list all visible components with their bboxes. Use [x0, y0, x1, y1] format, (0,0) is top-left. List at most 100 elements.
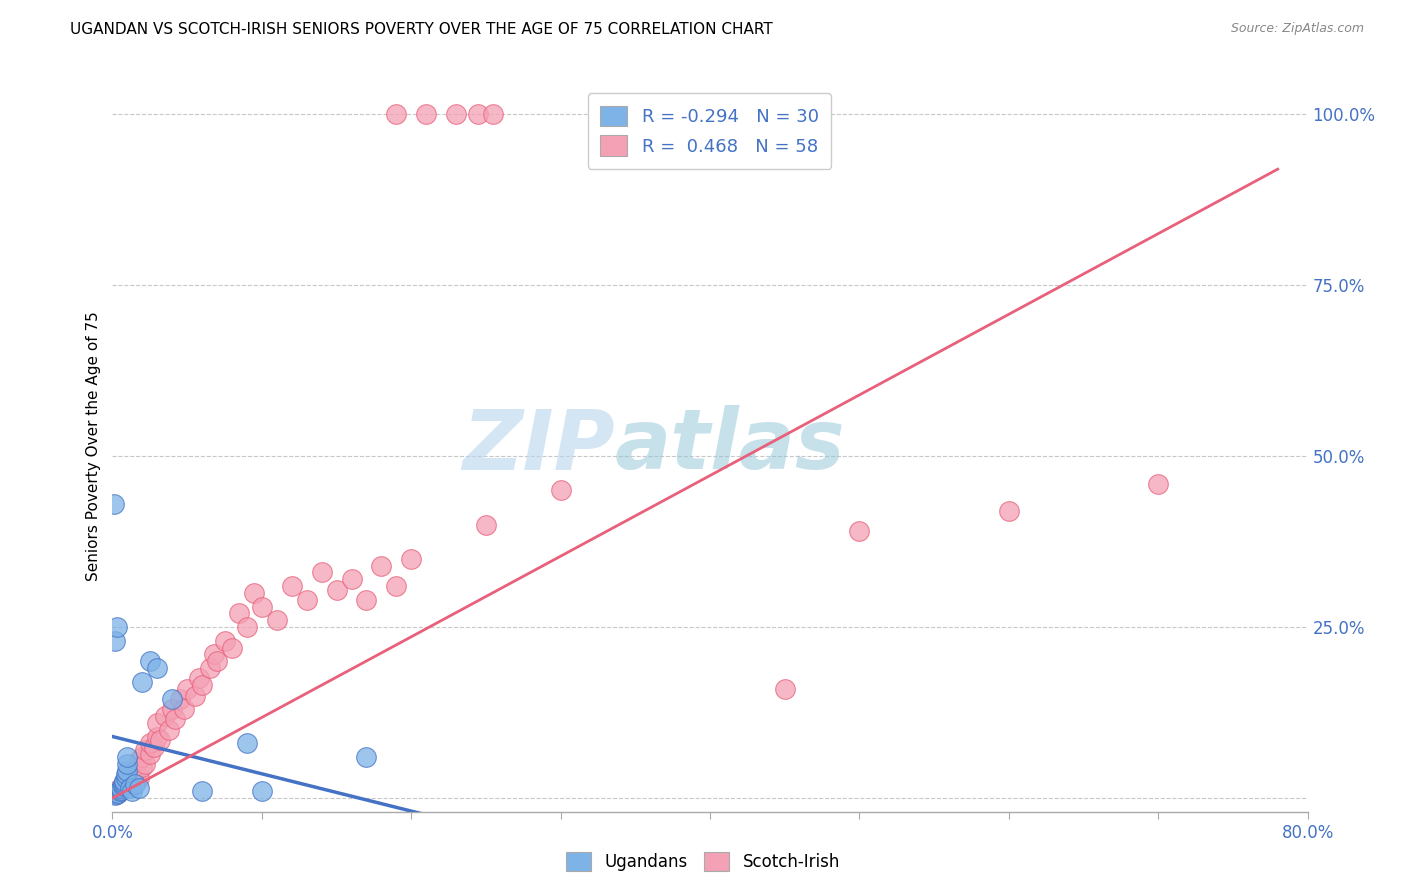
Point [153, 709, 176, 723]
Point [108, 784, 131, 798]
Point [475, 517, 498, 532]
Point [236, 620, 259, 634]
Point [128, 771, 150, 785]
Point [114, 776, 135, 790]
Point [467, 107, 489, 121]
Point [108, 782, 131, 797]
Point [117, 764, 139, 778]
Point [115, 767, 138, 781]
Point [131, 760, 153, 774]
Legend: R = -0.294   N = 30, R =  0.468   N = 58: R = -0.294 N = 30, R = 0.468 N = 58 [588, 93, 831, 169]
Point [169, 692, 191, 706]
Point [120, 780, 142, 795]
Point [295, 592, 318, 607]
Point [191, 784, 214, 798]
Point [104, 633, 127, 648]
Point [848, 524, 870, 539]
Point [139, 747, 162, 761]
Point [266, 613, 288, 627]
Point [311, 566, 333, 580]
Point [183, 689, 205, 703]
Text: ZIP: ZIP [461, 406, 614, 486]
Point [370, 558, 392, 573]
Point [202, 648, 225, 662]
Point [104, 788, 127, 802]
Point [115, 771, 138, 785]
Point [250, 784, 273, 798]
Point [124, 764, 146, 778]
Point [111, 777, 134, 791]
Point [162, 692, 183, 706]
Point [117, 771, 139, 785]
Point [236, 736, 259, 750]
Point [139, 654, 162, 668]
Point [482, 107, 505, 121]
Point [110, 780, 132, 795]
Point [103, 497, 125, 511]
Point [773, 681, 796, 696]
Point [111, 780, 134, 795]
Point [134, 743, 156, 757]
Y-axis label: Seniors Poverty Over the Age of 75: Seniors Poverty Over the Age of 75 [86, 311, 101, 581]
Point [107, 786, 129, 800]
Point [250, 599, 273, 614]
Point [243, 586, 266, 600]
Point [444, 107, 467, 121]
Point [214, 633, 236, 648]
Point [385, 579, 408, 593]
Point [149, 733, 172, 747]
Point [117, 774, 139, 789]
Point [228, 607, 250, 621]
Point [205, 654, 228, 668]
Point [356, 592, 378, 607]
Point [157, 723, 180, 737]
Point [139, 736, 162, 750]
Point [131, 750, 153, 764]
Point [121, 776, 143, 790]
Point [134, 756, 156, 771]
Point [105, 620, 128, 634]
Point [117, 756, 139, 771]
Point [128, 780, 150, 795]
Point [124, 777, 146, 791]
Point [143, 739, 166, 754]
Point [105, 787, 128, 801]
Point [120, 779, 142, 793]
Point [550, 483, 572, 498]
Point [111, 779, 134, 793]
Point [146, 661, 169, 675]
Point [146, 715, 169, 730]
Point [415, 107, 437, 121]
Point [146, 730, 169, 744]
Point [128, 754, 150, 768]
Point [173, 702, 195, 716]
Point [124, 767, 146, 781]
Point [356, 750, 378, 764]
Point [105, 786, 128, 800]
Point [401, 551, 423, 566]
Text: Source: ZipAtlas.com: Source: ZipAtlas.com [1230, 22, 1364, 36]
Point [176, 681, 198, 696]
Point [114, 774, 135, 789]
Point [191, 678, 214, 692]
Point [114, 777, 135, 791]
Point [121, 784, 143, 798]
Point [1147, 476, 1170, 491]
Text: atlas: atlas [614, 406, 845, 486]
Point [281, 579, 304, 593]
Point [110, 782, 132, 797]
Point [198, 661, 221, 675]
Point [131, 674, 153, 689]
Point [165, 713, 187, 727]
Point [325, 582, 347, 597]
Point [998, 504, 1021, 518]
Point [221, 640, 243, 655]
Point [117, 750, 139, 764]
Text: UGANDAN VS SCOTCH-IRISH SENIORS POVERTY OVER THE AGE OF 75 CORRELATION CHART: UGANDAN VS SCOTCH-IRISH SENIORS POVERTY … [70, 22, 773, 37]
Point [162, 702, 183, 716]
Point [188, 672, 211, 686]
Point [385, 107, 408, 121]
Legend: Ugandans, Scotch-Irish: Ugandans, Scotch-Irish [558, 843, 848, 880]
Point [340, 572, 363, 586]
Point [104, 784, 127, 798]
